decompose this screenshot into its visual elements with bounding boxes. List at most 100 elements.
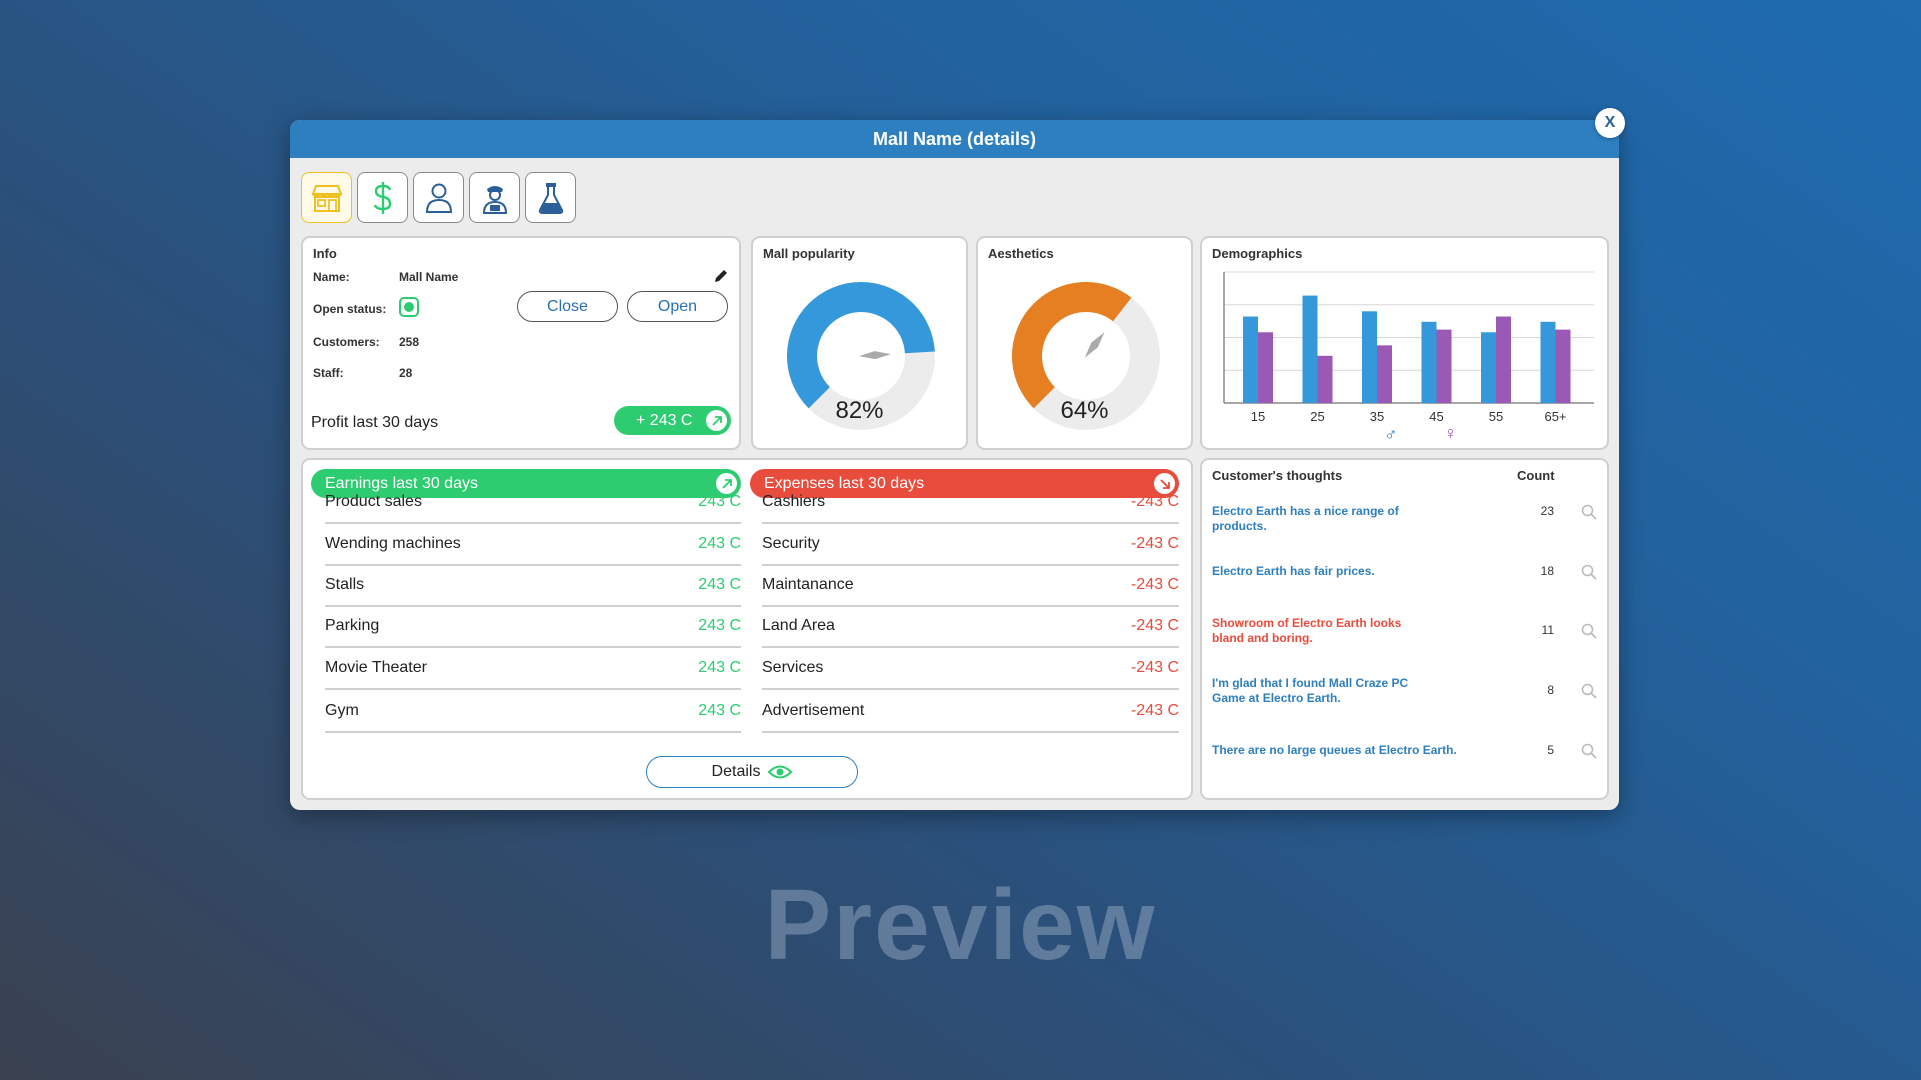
x-tick-label: 15	[1251, 409, 1265, 424]
close-button[interactable]: Close	[517, 291, 618, 322]
earnings-row: Parking 243 C	[325, 606, 741, 648]
arrow-up-right-icon	[706, 410, 727, 431]
tab-customers[interactable]	[413, 172, 464, 223]
earnings-row-value: 243 C	[698, 576, 741, 593]
bar-male-25	[1302, 295, 1318, 403]
search-icon[interactable]	[1581, 623, 1597, 639]
arrow-up-right-icon	[716, 473, 737, 494]
demographics-title: Demographics	[1212, 246, 1303, 261]
thought-text: There are no large queues at Electro Ear…	[1212, 743, 1457, 757]
expenses-row-value: -243 C	[1130, 617, 1179, 634]
thoughts-panel: Customer's thoughts Count Electro Earth …	[1200, 458, 1609, 800]
search-icon[interactable]	[1581, 743, 1597, 759]
mall-details-window: Mall Name (details) X	[290, 108, 1625, 810]
expenses-row: Land Area -243 C	[762, 606, 1179, 648]
category-tabs	[301, 172, 576, 223]
customers-value: 258	[399, 335, 420, 349]
arrow-down-right-icon	[1154, 473, 1175, 494]
preview-watermark: Preview	[764, 869, 1157, 981]
tab-staff[interactable]	[469, 172, 520, 223]
thoughts-title: Customer's thoughts	[1212, 468, 1343, 483]
expenses-row-label: Services	[762, 659, 824, 676]
expenses-row-label: Land Area	[762, 617, 835, 634]
details-button-label: Details	[711, 763, 761, 780]
bar-female-45	[1436, 329, 1452, 403]
staff-value: 28	[399, 366, 413, 380]
thought-text: I'm glad that I found Mall Craze PC Game…	[1212, 676, 1409, 705]
name-label: Name:	[313, 270, 350, 284]
expenses-row-label: Advertisement	[762, 702, 865, 719]
expenses-row: Security -243 C	[762, 524, 1179, 566]
aesthetics-gauge-fill	[1012, 282, 1161, 430]
earnings-row: Gym 243 C	[325, 691, 741, 733]
name-value: Mall Name	[399, 270, 459, 284]
tab-research[interactable]	[525, 172, 576, 223]
open-button[interactable]: Open	[627, 291, 728, 322]
finance-panel: Earnings last 30 days Expenses last 30 d…	[301, 458, 1193, 800]
profit-badge[interactable]: + 243 C	[614, 406, 731, 435]
thought-count: 23	[1540, 504, 1554, 518]
popularity-gauge-needle	[859, 351, 891, 360]
edit-icon[interactable]	[713, 268, 729, 284]
male-symbol: ♂	[1384, 424, 1398, 444]
person-icon	[425, 183, 452, 213]
earnings-row: Stalls 243 C	[325, 565, 741, 607]
expenses-title: Expenses last 30 days	[764, 474, 925, 492]
x-tick-label: 45	[1429, 409, 1443, 424]
earnings-row-label: Gym	[325, 702, 359, 719]
profit-label: Profit last 30 days	[311, 414, 439, 431]
expenses-row-label: Maintanance	[762, 576, 854, 593]
earnings-row: Wending machines 243 C	[325, 524, 741, 566]
bar-male-55	[1481, 332, 1496, 403]
earnings-row-label: Movie Theater	[325, 659, 427, 676]
details-button[interactable]: Details	[646, 756, 858, 788]
expenses-row-value: -243 C	[1130, 493, 1179, 510]
window-title: Mall Name (details)	[290, 120, 1619, 158]
expenses-row-value: -243 C	[1130, 659, 1179, 676]
bar-female-55	[1496, 316, 1511, 403]
earnings-row-label: Stalls	[325, 576, 365, 593]
search-icon[interactable]	[1581, 504, 1597, 520]
earnings-title: Earnings last 30 days	[325, 474, 478, 492]
info-panel: Info Name: Mall Name Open status: Close …	[301, 236, 741, 450]
bar-male-65+	[1540, 321, 1556, 403]
count-header: Count	[1517, 468, 1555, 483]
expenses-row: Advertisement -243 C	[762, 691, 1179, 733]
thought-count: 8	[1547, 683, 1554, 697]
demographics-panel: Demographics 15 25 35 45 55 65+ ♂ ♀	[1200, 236, 1609, 450]
tab-finance[interactable]	[357, 172, 408, 223]
info-title: Info	[313, 246, 337, 261]
earnings-row-value: 243 C	[698, 535, 741, 552]
earnings-row-value: 243 C	[698, 493, 741, 510]
thought-count: 5	[1547, 743, 1554, 757]
thought-text: Electro Earth has fair prices.	[1212, 564, 1375, 578]
search-icon[interactable]	[1581, 683, 1597, 699]
expenses-row: Services -243 C	[762, 648, 1179, 690]
popularity-gauge-fill	[787, 282, 935, 430]
expenses-header: Expenses last 30 days	[750, 469, 1179, 498]
bar-male-15	[1243, 316, 1258, 403]
aesthetics-gauge	[1012, 282, 1161, 430]
expenses-row-value: -243 C	[1130, 702, 1179, 719]
x-tick-label: 25	[1310, 409, 1324, 424]
open-status-label: Open status:	[313, 302, 387, 316]
earnings-header: Earnings last 30 days	[311, 469, 741, 498]
eye-icon	[768, 765, 793, 779]
close-window-button[interactable]: X	[1595, 108, 1625, 138]
aesthetics-panel: Aesthetics 64%	[976, 236, 1193, 450]
aesthetics-value: 64%	[1060, 397, 1109, 424]
earnings-row-label: Parking	[325, 617, 380, 634]
profit-value: + 243 C	[636, 411, 693, 429]
tab-store[interactable]	[301, 172, 352, 223]
expenses-row-label: Cashiers	[762, 493, 826, 510]
x-tick-label: 55	[1489, 409, 1503, 424]
expenses-row-value: -243 C	[1130, 535, 1179, 552]
x-tick-label: 65+	[1544, 409, 1566, 424]
popularity-value: 82%	[835, 397, 884, 424]
thought-text: Showroom of Electro Earth looks bland an…	[1212, 616, 1402, 645]
search-icon[interactable]	[1581, 564, 1597, 580]
thought-count: 11	[1541, 623, 1554, 637]
expenses-row-value: -243 C	[1130, 576, 1179, 593]
earnings-row: Movie Theater 243 C	[325, 648, 741, 690]
earnings-row: Product sales 243 C	[325, 482, 741, 524]
